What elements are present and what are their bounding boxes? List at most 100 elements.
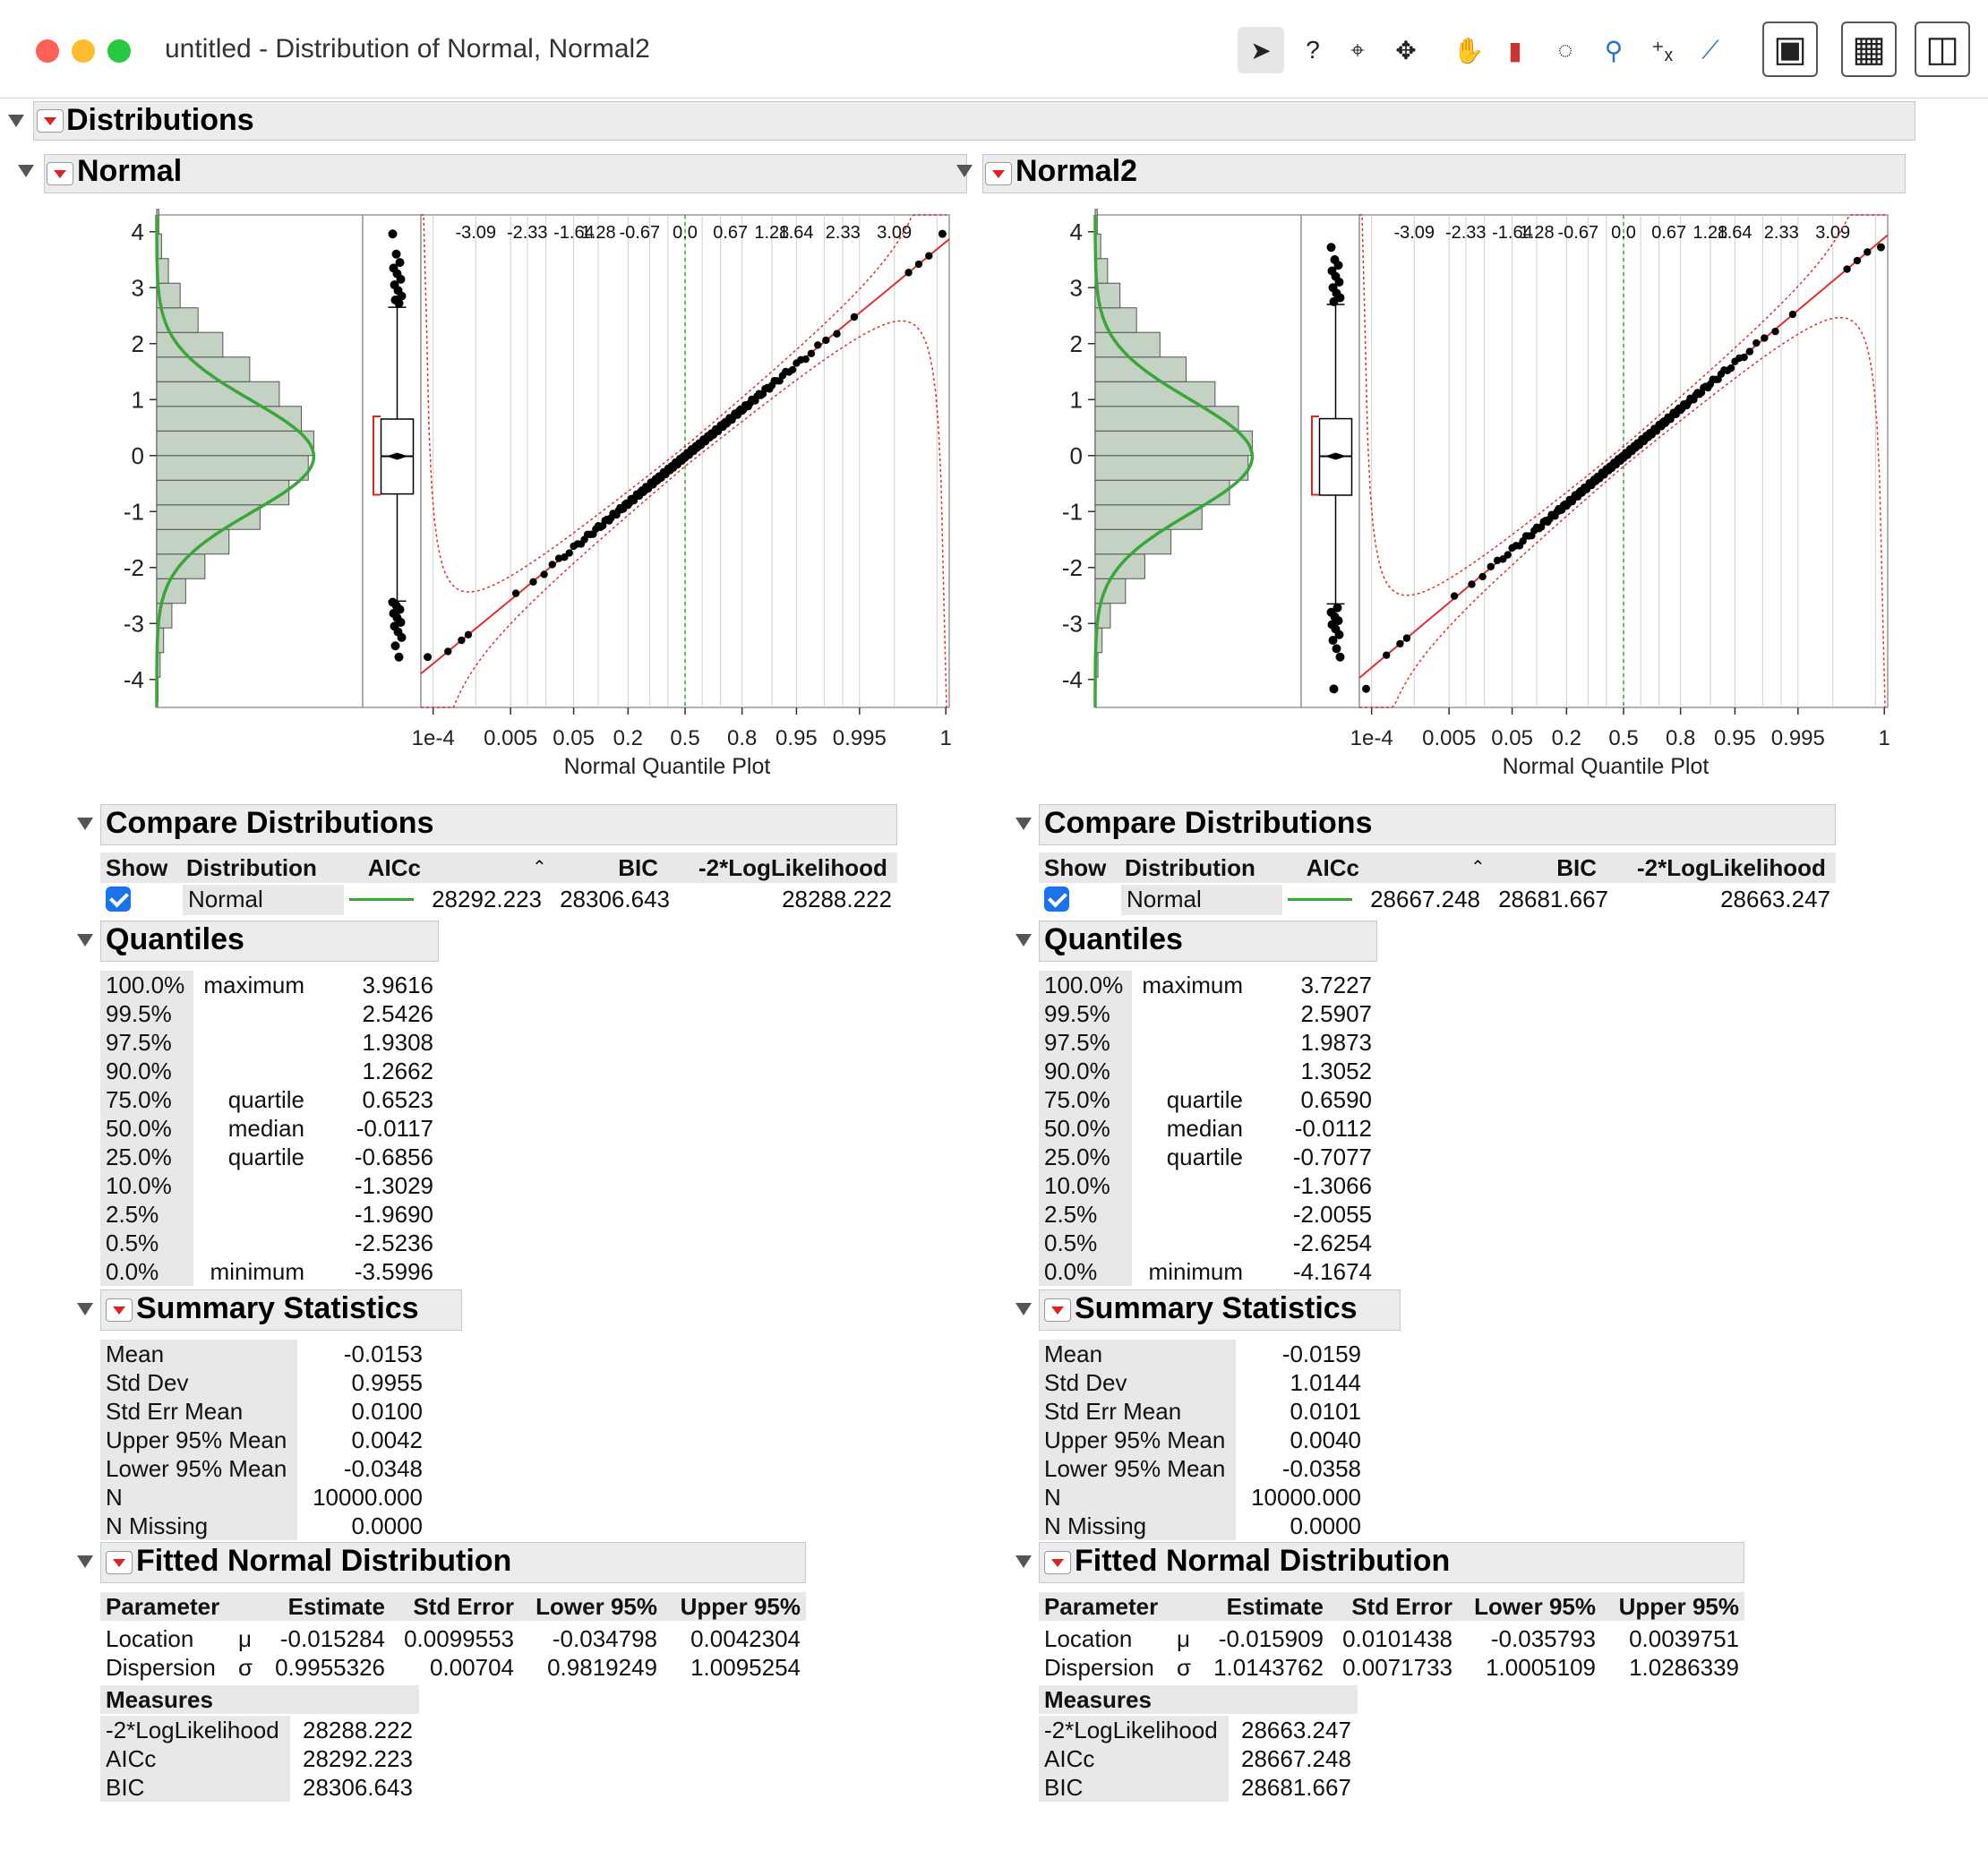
hand-icon[interactable]: ✋ xyxy=(1452,36,1485,64)
fitted-col-header: Estimate xyxy=(1226,1593,1324,1620)
x-tick-label: 1 xyxy=(940,726,952,750)
panel-red-triangle-menu[interactable] xyxy=(985,162,1012,185)
lasso-icon[interactable]: ◌ xyxy=(1557,36,1573,64)
close-window-button[interactable] xyxy=(36,39,59,63)
distributions-red-triangle-menu[interactable] xyxy=(37,109,64,133)
quantile-percent: 50.0% xyxy=(1044,1115,1110,1142)
summary-red-triangle-menu[interactable] xyxy=(106,1298,133,1322)
x-tick-label: 0.5 xyxy=(1608,726,1638,750)
brush-icon[interactable]: ▮ xyxy=(1508,36,1522,64)
quantile-point xyxy=(938,229,947,238)
minimize-window-button[interactable] xyxy=(72,39,95,63)
disclosure-compare[interactable] xyxy=(77,818,93,830)
compare-col-header: -2*LogLikelihood xyxy=(1637,854,1826,881)
measure-label: -2*LogLikelihood xyxy=(106,1717,279,1743)
sort-caret-icon[interactable]: ⌃ xyxy=(532,858,547,878)
quantile-percent: 75.0% xyxy=(1044,1086,1110,1113)
quantile-percent: 90.0% xyxy=(106,1058,172,1084)
measures-label-column xyxy=(100,1716,290,1802)
disclosure-fitted[interactable] xyxy=(1015,1555,1032,1568)
show-distribution-checkbox[interactable] xyxy=(1044,887,1069,912)
layout-icon[interactable]: ◫ xyxy=(1915,21,1970,77)
summary-value: 0.9955 xyxy=(351,1369,423,1396)
fitted-estimate: -0.015909 xyxy=(1218,1625,1324,1652)
fitted-param: Dispersion xyxy=(1044,1654,1154,1681)
disclosure-summary[interactable] xyxy=(1015,1303,1032,1315)
disclosure-panel[interactable] xyxy=(956,165,973,177)
summary-label: N xyxy=(106,1484,123,1511)
summary-value: 0.0040 xyxy=(1290,1426,1361,1453)
y-tick-label: -2 xyxy=(124,554,144,581)
y-tick-label: -4 xyxy=(1062,666,1083,693)
summary-red-triangle-menu[interactable] xyxy=(1044,1298,1071,1322)
sort-caret-icon[interactable]: ⌃ xyxy=(1470,858,1486,878)
ruler-icon[interactable]: ⟋ xyxy=(1701,35,1719,64)
fitted-col-header: Estimate xyxy=(287,1593,385,1620)
disclosure-quantiles[interactable] xyxy=(1015,934,1032,947)
summary-header xyxy=(100,1289,462,1331)
fitted-upper95: 1.0095254 xyxy=(690,1654,801,1681)
fitted-symbol: σ xyxy=(238,1654,253,1681)
fitted-upper95: 0.0039751 xyxy=(1629,1625,1739,1652)
quantile-value: 1.9873 xyxy=(1300,1029,1372,1056)
measure-value: 28306.643 xyxy=(303,1774,413,1801)
quantiles-label-column xyxy=(1039,971,1132,1286)
quantile-percent: 25.0% xyxy=(106,1144,172,1170)
fitted-header-row xyxy=(100,1592,806,1621)
compare-header xyxy=(1039,804,1836,845)
move-icon[interactable]: ✥ xyxy=(1395,36,1417,64)
x-tick-label: 0.995 xyxy=(1771,726,1825,750)
compare-col-header[interactable]: AICc xyxy=(367,854,421,881)
compare-header-row xyxy=(100,852,897,883)
x-tick-label: 0.05 xyxy=(553,726,595,750)
annotate-icon[interactable]: ⁺ₓ xyxy=(1651,36,1673,64)
quantile-label: median xyxy=(227,1115,304,1142)
jmp-home-icon[interactable]: ▣ xyxy=(1762,21,1818,77)
data-table-icon[interactable]: ▦ xyxy=(1841,21,1897,77)
summary-value: 10000.000 xyxy=(313,1484,423,1511)
quantile-value: -2.0055 xyxy=(1292,1201,1372,1228)
measure-label: AICc xyxy=(1044,1745,1095,1772)
quantile-point xyxy=(807,349,816,357)
arrow-icon[interactable]: ➤ xyxy=(1238,27,1284,73)
top-axis-label: 1.28 xyxy=(1520,223,1555,243)
fitted-red-triangle-menu[interactable] xyxy=(106,1551,133,1574)
fitted-red-triangle-menu[interactable] xyxy=(1044,1551,1071,1574)
y-tick-label: 0 xyxy=(132,442,144,469)
quantile-percent: 10.0% xyxy=(106,1172,172,1199)
y-tick-label: 3 xyxy=(132,274,144,301)
zoom-window-button[interactable] xyxy=(107,39,131,63)
panel-header xyxy=(44,154,967,193)
disclosure-fitted[interactable] xyxy=(77,1555,93,1568)
disclosure-distributions[interactable] xyxy=(8,115,24,127)
distribution-name: Normal xyxy=(188,886,263,912)
top-axis-label: 0.67 xyxy=(713,223,748,243)
disclosure-summary[interactable] xyxy=(77,1303,93,1315)
top-axis-label: 0.0 xyxy=(1611,223,1636,243)
quantile-point xyxy=(1771,327,1779,336)
x-tick-label: 0.2 xyxy=(1552,726,1581,750)
disclosure-compare[interactable] xyxy=(1015,818,1032,830)
quantile-percent: 99.5% xyxy=(106,1000,172,1027)
quantile-value: -0.0112 xyxy=(1294,1115,1372,1142)
top-axis-label: 0.0 xyxy=(673,223,698,243)
outlier-point xyxy=(394,298,404,308)
outlier-point xyxy=(1329,296,1339,306)
show-distribution-checkbox[interactable] xyxy=(106,887,131,912)
magnifier-icon[interactable]: ⚲ xyxy=(1604,36,1624,64)
disclosure-quantiles[interactable] xyxy=(77,934,93,947)
compare-col-header[interactable]: AICc xyxy=(1306,854,1359,881)
disclosure-panel[interactable] xyxy=(18,165,34,177)
summary-label: Std Err Mean xyxy=(1044,1398,1182,1425)
quantile-percent: 100.0% xyxy=(1044,972,1124,998)
crosshair-icon[interactable]: ⌖ xyxy=(1350,35,1365,64)
summary-label: Std Dev xyxy=(106,1369,189,1396)
help-icon[interactable]: ? xyxy=(1306,36,1320,64)
top-axis-label: -2.33 xyxy=(507,223,548,243)
fitted-stderr: 0.00704 xyxy=(430,1654,514,1681)
shortest-half-bracket xyxy=(1311,415,1319,496)
summary-value: 1.0144 xyxy=(1290,1369,1361,1396)
panel-red-triangle-menu[interactable] xyxy=(47,162,73,185)
x-tick-label: 0.8 xyxy=(727,726,757,750)
measures-title: Measures xyxy=(106,1686,213,1713)
